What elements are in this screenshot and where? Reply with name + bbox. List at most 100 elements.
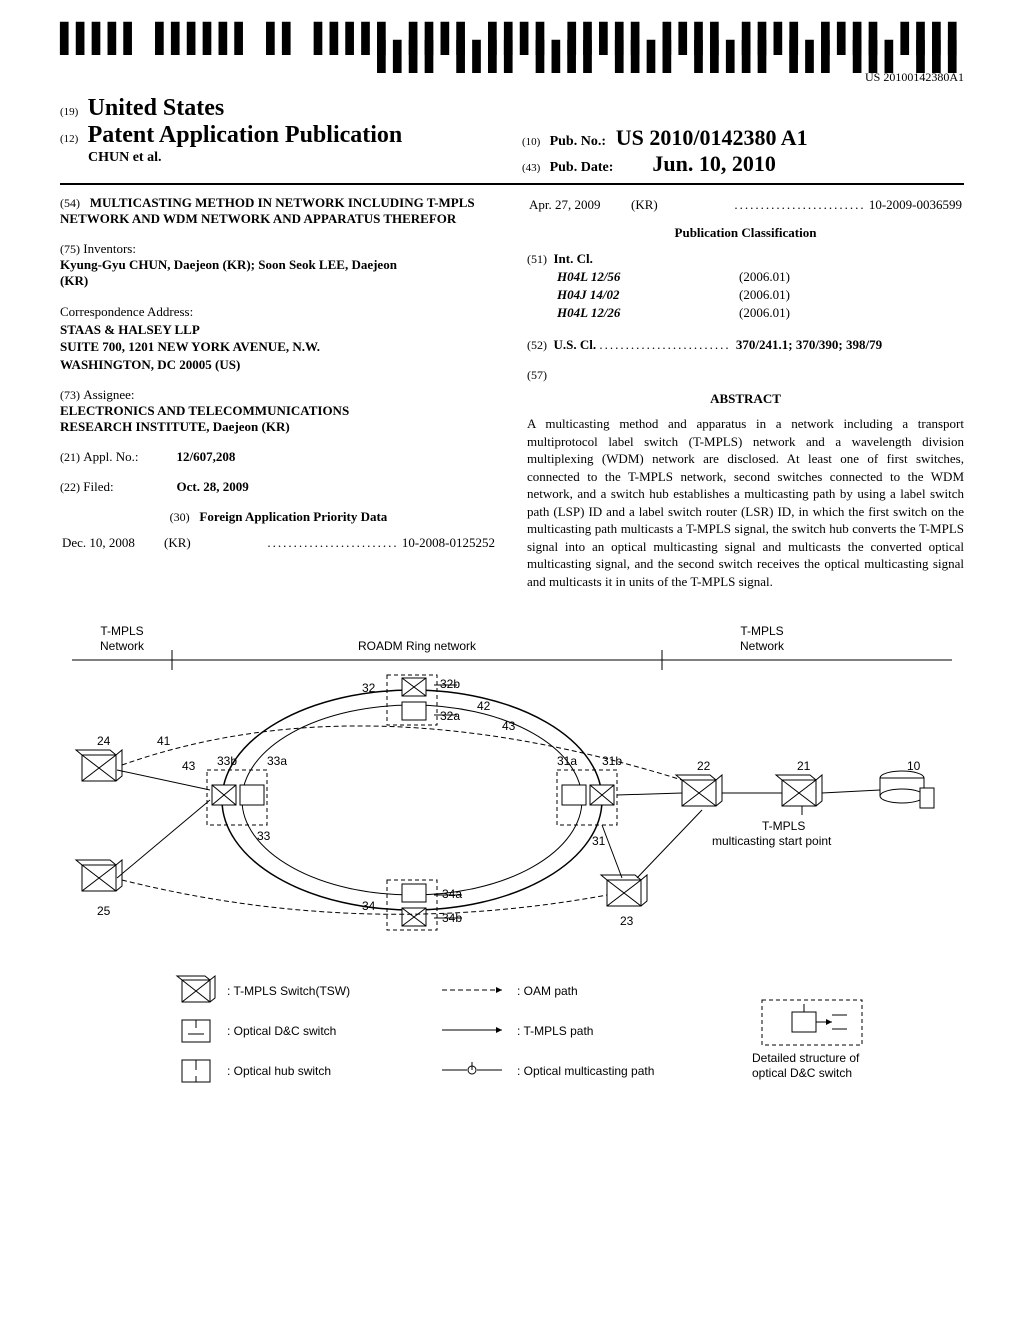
country: United States [88,95,225,121]
start-point-2: multicasting start point [712,834,832,848]
filed-section: (22) Filed: Oct. 28, 2009 [60,479,497,495]
priority-row: Apr. 27, 2009 (KR) .....................… [529,197,962,213]
label-23: 23 [620,914,634,928]
content-columns: (54) MULTICASTING METHOD IN NETWORK INCL… [60,195,964,590]
label-34: 34 [362,899,376,913]
correspondence-line1: STAAS & HALSEY LLP [60,321,497,339]
abstract-heading: ABSTRACT [527,391,964,407]
int-cl-label: Int. Cl. [554,251,593,266]
correspondence-label: Correspondence Address: [60,303,497,321]
priority-date: Dec. 10, 2008 [62,535,162,551]
legend-detail-2: optical D&C switch [752,1066,852,1080]
pub-date-label: Pub. Date: [550,160,614,175]
cls-year: (2006.01) [679,305,990,321]
label-10: 10 [907,759,921,773]
country-code: (19) [60,106,78,118]
inventors-code: (75) [60,242,80,256]
label-33: 33 [257,829,271,843]
appl-no-section: (21) Appl. No.: 12/607,208 [60,449,497,465]
header: (19) United States (12) Patent Applicati… [60,95,964,185]
priority-country: (KR) [164,535,224,551]
label-21: 21 [797,759,811,773]
label-32a: 32a [440,709,460,723]
label-31b: 31b [602,754,622,768]
abstract-section: (57) ABSTRACT A multicasting method and … [527,367,964,590]
appl-no-value: 12/607,208 [177,449,236,464]
priority-table: Dec. 10, 2008 (KR) .....................… [60,533,497,553]
label-tmpls-left: T-MPLS [100,624,143,638]
legend-optical: : Optical multicasting path [517,1064,654,1078]
pub-date-code: (43) [522,162,540,174]
appl-no-label: Appl. No.: [83,449,173,465]
us-cl-code: (52) [527,338,547,352]
title-section: (54) MULTICASTING METHOD IN NETWORK INCL… [60,195,497,227]
inventors-section: (75) Inventors: Kyung-Gyu CHUN, Daejeon … [60,241,497,289]
barcode-stripes: ▌▌▌▌▌ ▌▌▌▌▌▌ ▌▌ ▌▌▌▌▌ ▌▌▌▌ ▌▌▌▌ ▌▌▌▌▌ ▌▌… [60,30,964,66]
legend-dc: : Optical D&C switch [227,1024,336,1038]
label-42: 42 [477,699,491,713]
title-code: (54) [60,196,80,210]
label-roadm: ROADM Ring network [358,639,477,653]
priority-number: 10-2008-0125252 [402,535,495,550]
patent-title: MULTICASTING METHOD IN NETWORK INCLUDING… [60,195,475,226]
cls-year: (2006.01) [679,269,990,285]
label-31a: 31a [557,754,577,768]
filed-label: Filed: [83,479,173,495]
pub-date: Jun. 10, 2010 [652,151,775,176]
int-cl-code: (51) [527,252,547,266]
label-network-left: Network [100,639,145,653]
assignee-label: Assignee: [83,387,173,403]
filed-code: (22) [60,480,80,494]
dots: ......................... [734,197,865,212]
priority-code: (30) [170,510,190,524]
cls-code: H04L 12/26 [557,305,677,321]
correspondence-section: Correspondence Address: STAAS & HALSEY L… [60,303,497,373]
abstract-body: A multicasting method and apparatus in a… [527,415,964,590]
cls-row: H04J 14/02(2006.01) [557,287,990,303]
legend-detail-1: Detailed structure of [752,1051,860,1065]
cls-year: (2006.01) [679,287,990,303]
pub-no: US 2010/0142380 A1 [616,125,808,150]
priority-country: (KR) [631,197,691,213]
label-32: 32 [362,681,376,695]
legend-tsw: : T-MPLS Switch(TSW) [227,984,350,998]
label-41: 41 [157,734,171,748]
priority-number: 10-2009-0036599 [869,197,962,212]
left-column: (54) MULTICASTING METHOD IN NETWORK INCL… [60,195,497,590]
correspondence-line2: SUITE 700, 1201 NEW YORK AVENUE, N.W. [60,338,497,356]
label-22: 22 [697,759,711,773]
priority-row: Dec. 10, 2008 (KR) .....................… [62,535,495,551]
cls-code: H04L 12/56 [557,269,677,285]
us-cl-section: (52) U.S. Cl. ......................... … [527,337,964,353]
authors: CHUN et al. [88,150,162,165]
us-cl-value: 370/241.1; 370/390; 398/79 [736,337,882,352]
cls-row: H04L 12/56(2006.01) [557,269,990,285]
assignee-value: ELECTRONICS AND TELECOMMUNICATIONS RESEA… [60,403,402,435]
int-cl-section: (51) Int. Cl. H04L 12/56(2006.01) H04J 1… [527,251,964,323]
barcode-region: ▌▌▌▌▌ ▌▌▌▌▌▌ ▌▌ ▌▌▌▌▌ ▌▌▌▌ ▌▌▌▌ ▌▌▌▌▌ ▌▌… [60,30,964,85]
label-34a: 34a [442,887,462,901]
doc-type-code: (12) [60,133,78,145]
us-cl-label: U.S. Cl. [554,337,597,352]
inventors-label: Inventors: [83,241,173,257]
label-33b: 33b [217,754,237,768]
start-point-1: T-MPLS [762,819,805,833]
classification-heading: Publication Classification [527,225,964,241]
label-43l: 43 [182,759,196,773]
priority-heading: Foreign Application Priority Data [199,509,387,524]
legend-tmpls: : T-MPLS path [517,1024,593,1038]
filed-value: Oct. 28, 2009 [177,479,249,494]
label-24: 24 [97,734,111,748]
legend-oam: : OAM path [517,984,578,998]
correspondence-line3: WASHINGTON, DC 20005 (US) [60,356,497,374]
cls-row: H04L 12/26(2006.01) [557,305,990,321]
cls-code: H04J 14/02 [557,287,677,303]
doc-type: Patent Application Publication [88,122,403,148]
legend-hub: : Optical hub switch [227,1064,331,1078]
dots: ......................... [599,337,736,352]
label-31: 31 [592,834,606,848]
right-column: Apr. 27, 2009 (KR) .....................… [527,195,964,590]
int-cl-table: H04L 12/56(2006.01) H04J 14/02(2006.01) … [555,267,992,323]
priority-table-2: Apr. 27, 2009 (KR) .....................… [527,195,964,215]
abstract-code: (57) [527,368,547,382]
